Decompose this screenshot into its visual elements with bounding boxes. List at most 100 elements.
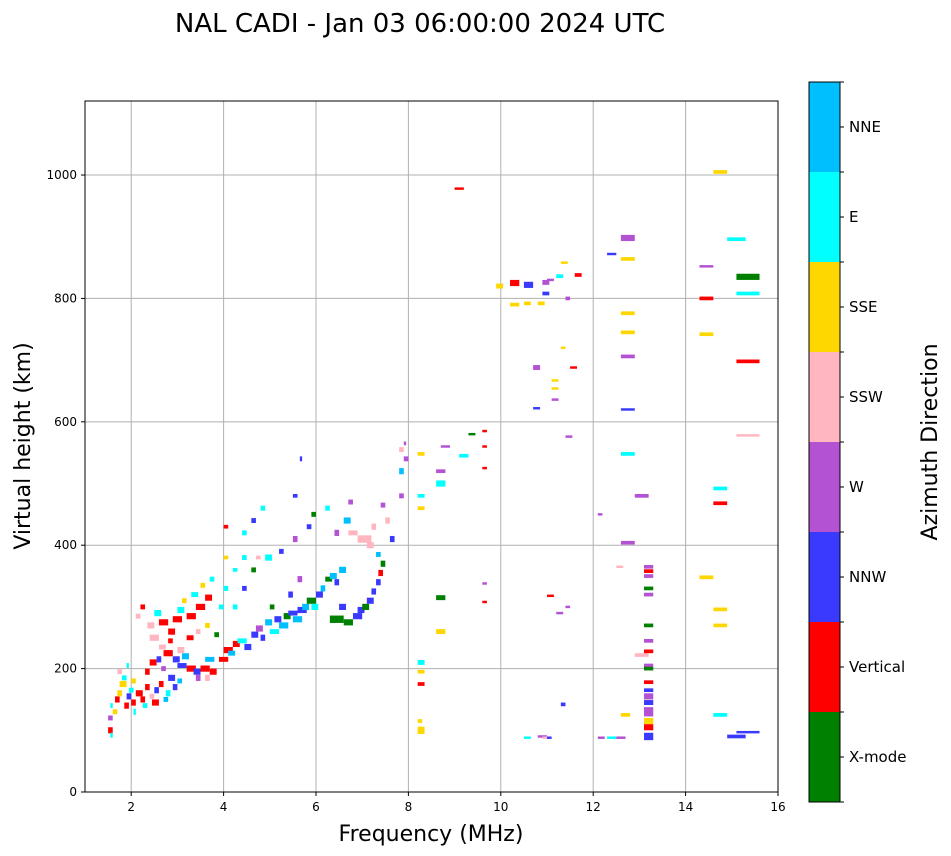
- data-point-sse: [182, 598, 187, 604]
- data-point-w: [565, 296, 571, 301]
- chart-title: NAL CADI - Jan 03 06:00:00 2024 UTC: [175, 9, 665, 39]
- data-point-vertical: [108, 727, 113, 734]
- data-point-w: [644, 663, 654, 668]
- data-point-e: [232, 568, 238, 572]
- data-point-nnw: [607, 252, 617, 256]
- data-point-vertical: [140, 696, 146, 703]
- data-point-vertical: [482, 445, 487, 448]
- data-point-nnw: [542, 291, 550, 296]
- data-point-nne: [399, 468, 404, 475]
- data-point-vertical: [482, 429, 487, 433]
- data-point-vertical: [454, 187, 464, 190]
- data-point-vertical: [547, 594, 554, 598]
- data-point-w: [597, 513, 603, 516]
- data-point-nnw: [736, 730, 760, 734]
- data-point-nnw: [172, 684, 178, 691]
- colorbar-tick-label: NNE: [849, 118, 881, 136]
- data-point-e: [165, 690, 171, 697]
- data-point-nne: [292, 616, 303, 623]
- data-point-sse: [560, 346, 566, 350]
- colorbar-swatch-sse: [809, 262, 840, 352]
- data-point-nnw: [371, 588, 377, 595]
- data-point-nnw: [389, 535, 395, 543]
- data-point-sse: [713, 170, 728, 174]
- data-point-sse: [119, 680, 127, 688]
- colorbar-tick-label: NNW: [849, 568, 886, 586]
- data-point-vertical: [168, 638, 173, 644]
- data-point-nne: [265, 619, 273, 626]
- data-point-vertical: [158, 619, 169, 626]
- x-tick-label: 8: [405, 800, 413, 814]
- data-point-w: [556, 611, 564, 615]
- data-point-e: [142, 703, 148, 709]
- data-point-vertical: [736, 359, 760, 364]
- y-tick-label: 0: [69, 785, 77, 799]
- colorbar-tick-label: W: [849, 478, 864, 496]
- data-point-nnw: [260, 634, 266, 641]
- x-axis-ticks: 2 4 6 8 10 12 14 16: [127, 792, 786, 814]
- data-point-w: [565, 605, 571, 609]
- data-point-nnw: [352, 613, 363, 620]
- data-point-x-mode: [380, 560, 386, 567]
- data-point-sse: [417, 669, 425, 674]
- data-point-w: [597, 736, 605, 739]
- data-point-e: [209, 576, 215, 582]
- colorbar-swatch-nne: [809, 82, 840, 172]
- data-point-nnw: [299, 456, 303, 462]
- data-point-vertical: [151, 699, 159, 706]
- data-point-ssw: [366, 542, 374, 549]
- data-point-vertical: [713, 501, 728, 506]
- colorbar-swatch-e: [809, 172, 840, 262]
- data-point-nne: [163, 696, 169, 702]
- plot-background: [85, 101, 778, 792]
- data-point-nnw: [168, 674, 176, 681]
- data-point-ssw: [542, 736, 550, 739]
- data-point-e: [128, 687, 134, 693]
- data-point-nnw: [366, 597, 374, 604]
- data-point-nnw: [126, 693, 132, 700]
- data-point-nne: [302, 603, 310, 610]
- data-point-ssw: [399, 447, 404, 453]
- data-point-nnw: [172, 656, 180, 663]
- data-point-e: [269, 629, 280, 635]
- data-point-w: [542, 279, 550, 285]
- data-point-sse: [620, 257, 635, 261]
- data-point-vertical: [131, 699, 136, 706]
- data-point-sse: [620, 311, 635, 316]
- data-point-nnw: [316, 591, 323, 598]
- data-point-nnw: [242, 585, 247, 591]
- data-point-w: [482, 582, 487, 585]
- y-tick-label: 200: [54, 662, 77, 676]
- x-tick-label: 4: [220, 800, 228, 814]
- data-point-w: [380, 502, 386, 508]
- colorbar-frame: [808, 81, 841, 803]
- data-point-sse: [699, 575, 714, 580]
- data-point-sse: [560, 261, 568, 264]
- data-point-nne: [376, 552, 381, 557]
- data-point-ssw: [348, 530, 358, 536]
- data-point-nnw: [306, 524, 312, 530]
- data-point-sse: [223, 555, 229, 560]
- data-point-nne: [228, 650, 236, 656]
- data-point-sse: [112, 709, 118, 715]
- data-point-e: [736, 291, 760, 296]
- data-point-nnw: [156, 656, 162, 663]
- data-point-sse: [510, 302, 520, 307]
- colorbar-tick-label: Vertical: [849, 658, 905, 676]
- data-point-w: [644, 707, 654, 717]
- data-point-ssw: [736, 434, 760, 437]
- data-point-w: [403, 456, 409, 462]
- data-point-e: [110, 703, 113, 709]
- data-point-ssw: [147, 622, 155, 629]
- data-point-w: [565, 435, 573, 438]
- data-point-vertical: [135, 690, 143, 697]
- data-point-nnw: [376, 579, 381, 586]
- data-point-sse: [496, 283, 504, 289]
- data-point-w: [334, 529, 340, 536]
- data-point-e: [436, 480, 446, 487]
- data-point-nne: [177, 678, 183, 684]
- data-point-ssw: [135, 613, 141, 619]
- colorbar-tick-label: X-mode: [849, 748, 906, 766]
- data-point-e: [218, 604, 224, 610]
